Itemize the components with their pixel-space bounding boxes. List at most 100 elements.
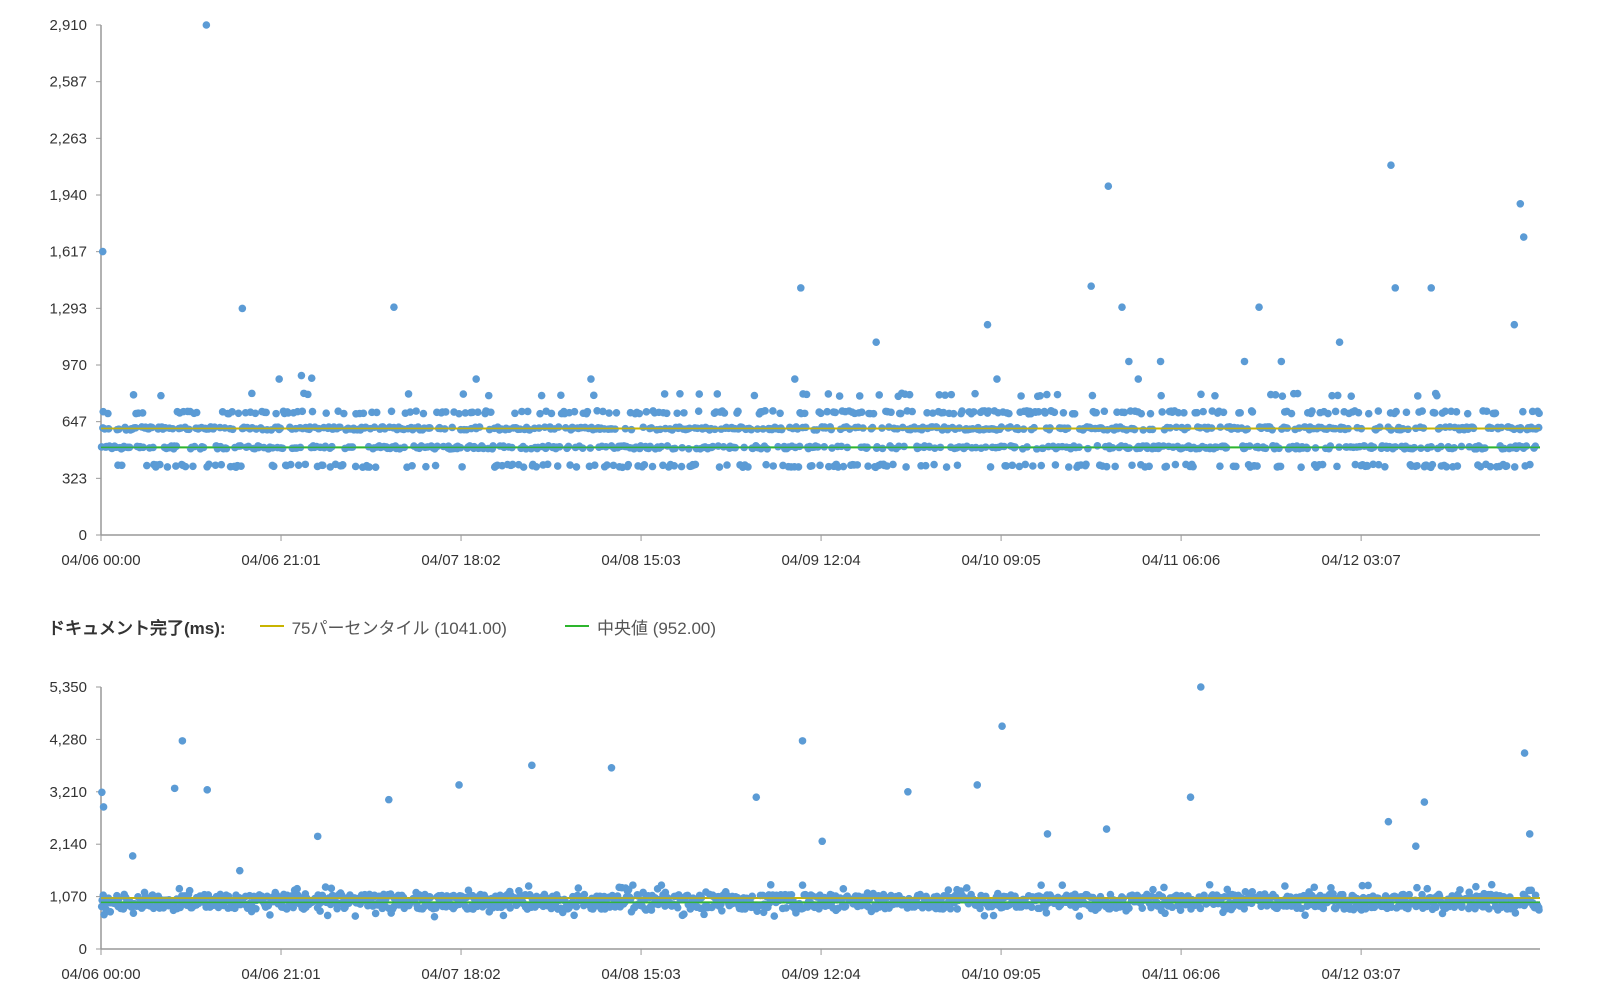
top-point [603,461,611,469]
bottom-outlier-point [98,788,106,797]
bottom-point [1058,881,1067,890]
bottom-point [1071,890,1079,899]
top-point [930,460,938,469]
scatter-plot-bottom: 0 1,070 2,140 3,210 4,280 5,350 04/06 00:00 04/… [49,679,1543,983]
top-outlier-point [1087,282,1095,290]
scatter-plot-top: 0 323 647 970 1,293 1,617 1,940 2,263 2,587 2,910… [49,17,1543,569]
top-point [709,442,717,451]
top-point [351,462,360,471]
top-point [371,463,380,472]
bottom-point [185,886,194,895]
top-point [338,461,347,469]
top-point [163,463,172,471]
top-point [1008,461,1017,470]
bottom-point [1196,904,1205,913]
top-point [878,444,887,453]
top-point [156,460,164,469]
legend: ドキュメント完了(ms): 75パーセンタイル (1041.00) 中央値 (9… [48,612,774,640]
bottom-outlier-point [528,761,536,770]
bottom-x-tick-label: 04/06 21:01 [241,966,320,983]
top-point [1064,463,1073,471]
bottom-point [1075,912,1084,920]
bottom-point [629,881,637,889]
bottom-y-tick-label: 2,140 [49,836,87,853]
bottom-point [176,903,185,912]
top-y-tick-label: 1,293 [49,300,87,317]
bottom-outlier-point [1384,817,1393,826]
bottom-point [989,911,998,920]
top-x-tick-label: 04/06 21:01 [241,552,320,569]
bottom-outlier-point [818,837,827,846]
bottom-points [97,683,1543,921]
top-point [1236,409,1244,417]
bottom-x-tick-label: 04/09 12:04 [781,966,860,983]
bottom-outlier-point [99,803,108,811]
bottom-point [944,886,953,894]
bottom-point [1329,889,1337,898]
top-outlier-point [796,284,805,292]
top-point [572,463,581,471]
top-point [635,409,644,418]
top-x-tick-label: 04/11 06:06 [1142,552,1220,569]
top-point [1130,425,1139,434]
top-point [205,460,213,469]
top-point [1441,407,1450,416]
bottom-point [1327,884,1335,892]
top-point [816,461,824,470]
top-x-tick-label: 04/07 18:02 [421,552,500,569]
legend-item-median[interactable]: 中央値 (952.00) [564,614,717,639]
top-point [1324,409,1332,418]
top-outlier-point [1277,357,1286,366]
top-point [1157,391,1165,400]
top-point [372,408,381,417]
top-point [1128,461,1136,470]
bottom-outlier-point [904,788,912,796]
legend-title: ドキュメント完了(ms): [48,618,226,638]
top-point [953,461,962,470]
bottom-x-tick-label: 04/08 15:03 [601,966,680,983]
top-outlier-point [98,247,107,256]
legend-label-p75: 75パーセンタイル (1041.00) [291,618,507,638]
top-point [969,408,978,416]
bottom-point [700,910,708,919]
top-point [1248,408,1257,416]
bottom-x-tick-label: 04/12 03:07 [1322,966,1401,983]
top-point [1275,444,1283,453]
top-point [1510,463,1519,471]
bottom-point [1205,880,1214,889]
bottom-point [293,884,301,893]
bottom-outlier-point [973,781,982,789]
top-point [831,408,840,417]
top-point [1102,462,1111,471]
top-point [776,409,784,418]
top-point [1193,408,1201,417]
bottom-x-tick-label: 04/06 00:00 [61,966,140,983]
top-point [508,460,517,469]
top-point [1430,409,1439,417]
top-point [117,461,126,470]
top-point [684,444,693,453]
top-point [853,461,862,469]
top-point [711,425,719,434]
top-point [523,407,532,416]
top-point [769,407,777,415]
top-point [857,408,866,416]
bottom-point [1535,906,1543,914]
legend-item-p75[interactable]: 75パーセンタイル (1041.00) [259,614,507,639]
top-point [547,409,556,418]
top-point [670,461,679,470]
legend-label-median: 中央値 (952.00) [596,618,717,638]
top-point [1174,408,1183,417]
top-point [715,463,724,471]
bottom-point [1413,883,1421,892]
top-point [557,391,565,400]
top-point [627,425,636,434]
top-point [1043,390,1051,399]
bottom-point [572,902,581,911]
bottom-point [175,884,184,893]
top-point [1005,409,1013,418]
top-point [1171,460,1180,469]
bottom-point [574,884,583,892]
top-point [750,391,759,400]
bottom-point [1358,881,1367,890]
